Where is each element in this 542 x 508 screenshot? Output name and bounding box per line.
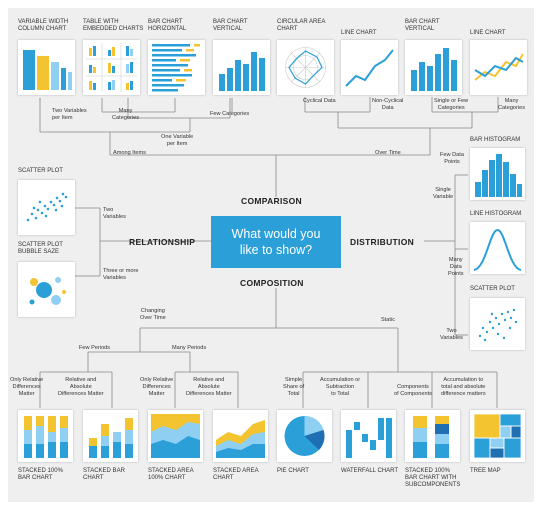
- thumb-stacked-area-100-chart: [148, 410, 203, 462]
- cond-relative-absolute-2: Relative and Absolute Differences Matter: [186, 377, 232, 397]
- cond-few-categories: Few Categories: [210, 111, 250, 117]
- cond-many-periods: Many Periods: [172, 345, 207, 351]
- thumb-stacked-area-chart: [213, 410, 268, 462]
- label-tree-map: TREE MAP: [470, 468, 501, 474]
- cond-few-periods: Few Periods: [79, 345, 111, 351]
- thumb-bar-histogram: [470, 148, 525, 200]
- label-table-embedded-charts: TABLE WITH EMBEDDED CHARTS: [83, 19, 144, 32]
- cond-cyclical-data: Cyclical Data: [303, 98, 336, 104]
- cond-simple-share-of-total: Simple Share of Total: [283, 377, 305, 397]
- thumb-waterfall-chart: [341, 410, 396, 462]
- thumb-bar-chart-horizontal: [148, 40, 205, 95]
- label-stacked-bar-chart: STACKED BAR CHART: [83, 468, 125, 481]
- cond-distribution-two-variables: Two Variables: [440, 328, 463, 341]
- thumb-scatter-plot-2: [470, 298, 525, 350]
- label-bar-chart-vertical-2: BAR CHART VERTICAL: [405, 19, 440, 32]
- cond-one-variable-per-item: One Variable per Item: [161, 134, 194, 147]
- label-line-chart-1: LINE CHART: [341, 30, 377, 36]
- category-distribution: DISTRIBUTION: [350, 237, 415, 247]
- cond-two-variables: Two Variables: [103, 207, 126, 220]
- thumb-tree-map: [470, 410, 525, 462]
- label-bar-chart-vertical-1: BAR CHART VERTICAL: [213, 19, 248, 32]
- cond-non-cyclical-data: Non-Cyclical Data: [372, 98, 404, 111]
- thumb-circular-area-chart: [277, 40, 334, 95]
- cond-two-variables-per-item: Two Variables per Item: [52, 108, 87, 121]
- label-scatter-plot-2: SCATTER PLOT: [470, 286, 515, 292]
- label-line-chart-2: LINE CHART: [470, 30, 506, 36]
- label-stacked-100-bar-subcomponents: STACKED 100% BAR CHART WITH SUBCOMPONENT…: [405, 468, 461, 488]
- cond-single-or-few-categories: Single or Few Categories: [434, 98, 469, 111]
- cond-components-of-components: Components of Components: [394, 384, 432, 397]
- cond-only-relative-1: Only Relative Differences Matter: [10, 377, 44, 397]
- cond-static: Static: [381, 317, 395, 323]
- thumb-bar-chart-vertical-2: [405, 40, 462, 95]
- label-scatter-plot-bubble-size: SCATTER PLOT BUBBLE SAZE: [18, 242, 63, 255]
- thumb-scatter-plot-bubble: [18, 262, 75, 317]
- label-waterfall-chart: WATERFALL CHART: [341, 468, 399, 474]
- cond-changing-over-time: Changing Over Time: [140, 308, 166, 321]
- thumb-bar-chart-vertical-1: [213, 40, 270, 95]
- cond-single-variable: Single Variable: [433, 187, 454, 200]
- thumb-line-histogram: [470, 222, 525, 274]
- label-circular-area-chart: CIRCULAR AREA CHART: [277, 19, 326, 32]
- center-question-box: What would you like to show?: [211, 216, 341, 268]
- cond-few-data-points: Few Data Points: [440, 152, 464, 165]
- thumb-stacked-bar-chart: [83, 410, 138, 462]
- label-stacked-area-chart: STACKED AREA CHART: [213, 468, 259, 481]
- cond-among-items: Among Items: [113, 150, 146, 156]
- category-composition: COMPOSITION: [240, 278, 304, 288]
- category-comparison: COMPARISON: [241, 196, 302, 206]
- label-stacked-area-100-chart: STACKED AREA 100% CHART: [148, 468, 194, 481]
- thumb-line-chart-1: [341, 40, 398, 95]
- thumb-line-chart-2: [470, 40, 527, 95]
- category-relationship: RELATIONSHIP: [129, 237, 196, 247]
- thumb-stacked-100-bar-subcomponents: [405, 410, 460, 462]
- cond-only-relative-2: Only Relative Differences Matter: [140, 377, 174, 397]
- cond-relative-absolute-1: Relative and Absolute Differences Matter: [58, 377, 104, 397]
- label-bar-chart-horizontal: BAR CHART HORIZONTAL: [148, 19, 187, 32]
- cond-three-or-more-variables: Three or more Variables: [103, 268, 139, 281]
- label-line-histogram: LINE HISTOGRAM: [470, 211, 522, 217]
- cond-many-categories-1: Many Categories: [112, 108, 140, 121]
- thumb-variable-width-column: [18, 40, 75, 95]
- thumb-table-embedded-charts: [83, 40, 140, 95]
- cond-many-data-points: Many Data Points: [448, 257, 464, 277]
- cond-many-categories-2: Many Categories: [498, 98, 526, 111]
- label-variable-width-column-chart: VARIABLE WIDTH COLUMN CHART: [18, 19, 69, 32]
- cond-accumulation-or-subtraction: Accumulation or Subtraction to Total: [320, 377, 361, 397]
- thumb-stacked-100-bar-chart: [18, 410, 73, 462]
- thumb-pie-chart: [277, 410, 332, 462]
- label-bar-histogram: BAR HISTOGRAM: [470, 137, 521, 143]
- label-pie-chart: PIE CHART: [277, 468, 309, 474]
- label-stacked-100-bar-chart: STACKED 100% BAR CHART: [18, 468, 63, 481]
- thumb-scatter-plot: [18, 180, 75, 235]
- cond-accumulation-total: Accumulation to total and absolute diffe…: [441, 377, 486, 397]
- label-scatter-plot: SCATTER PLOT: [18, 168, 63, 174]
- cond-over-time: Over Time: [375, 150, 401, 156]
